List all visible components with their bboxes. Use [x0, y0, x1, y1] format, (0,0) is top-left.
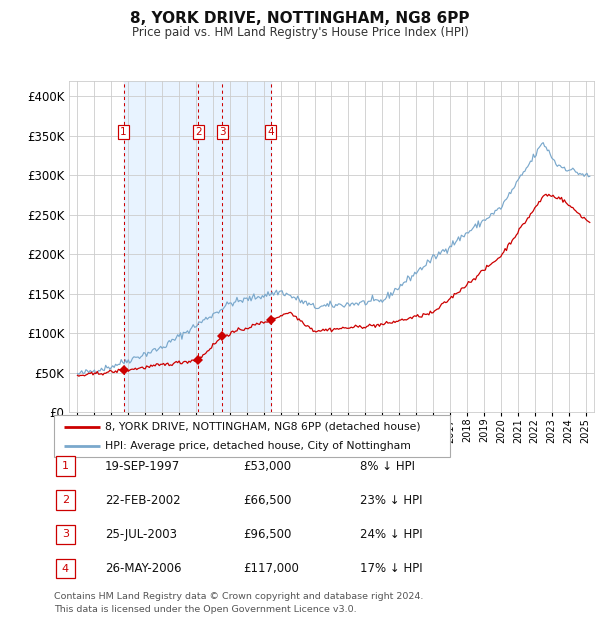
Text: 2: 2	[62, 495, 69, 505]
FancyBboxPatch shape	[56, 559, 75, 578]
Text: 24% ↓ HPI: 24% ↓ HPI	[360, 528, 422, 541]
Text: 23% ↓ HPI: 23% ↓ HPI	[360, 494, 422, 507]
Text: 3: 3	[219, 127, 226, 137]
Bar	[124, 81, 271, 412]
Text: 4: 4	[267, 127, 274, 137]
Text: 8% ↓ HPI: 8% ↓ HPI	[360, 460, 415, 472]
Text: This data is licensed under the Open Government Licence v3.0.: This data is licensed under the Open Gov…	[54, 604, 356, 614]
FancyBboxPatch shape	[56, 525, 75, 544]
FancyBboxPatch shape	[56, 490, 75, 510]
FancyBboxPatch shape	[56, 456, 75, 476]
Text: 1: 1	[62, 461, 69, 471]
Text: £66,500: £66,500	[243, 494, 292, 507]
Text: 3: 3	[62, 529, 69, 539]
Text: £117,000: £117,000	[243, 562, 299, 575]
Text: 25-JUL-2003: 25-JUL-2003	[105, 528, 177, 541]
Text: HPI: Average price, detached house, City of Nottingham: HPI: Average price, detached house, City…	[106, 441, 412, 451]
Text: 2: 2	[195, 127, 202, 137]
Text: 1: 1	[120, 127, 127, 137]
Text: 4: 4	[62, 564, 69, 574]
Text: £96,500: £96,500	[243, 528, 292, 541]
Text: 19-SEP-1997: 19-SEP-1997	[105, 460, 180, 472]
Text: 8, YORK DRIVE, NOTTINGHAM, NG8 6PP: 8, YORK DRIVE, NOTTINGHAM, NG8 6PP	[130, 11, 470, 26]
Text: £53,000: £53,000	[243, 460, 291, 472]
Text: Contains HM Land Registry data © Crown copyright and database right 2024.: Contains HM Land Registry data © Crown c…	[54, 592, 424, 601]
Text: Price paid vs. HM Land Registry's House Price Index (HPI): Price paid vs. HM Land Registry's House …	[131, 26, 469, 39]
Text: 17% ↓ HPI: 17% ↓ HPI	[360, 562, 422, 575]
Text: 8, YORK DRIVE, NOTTINGHAM, NG8 6PP (detached house): 8, YORK DRIVE, NOTTINGHAM, NG8 6PP (deta…	[106, 422, 421, 432]
Text: 22-FEB-2002: 22-FEB-2002	[105, 494, 181, 507]
Text: 26-MAY-2006: 26-MAY-2006	[105, 562, 182, 575]
